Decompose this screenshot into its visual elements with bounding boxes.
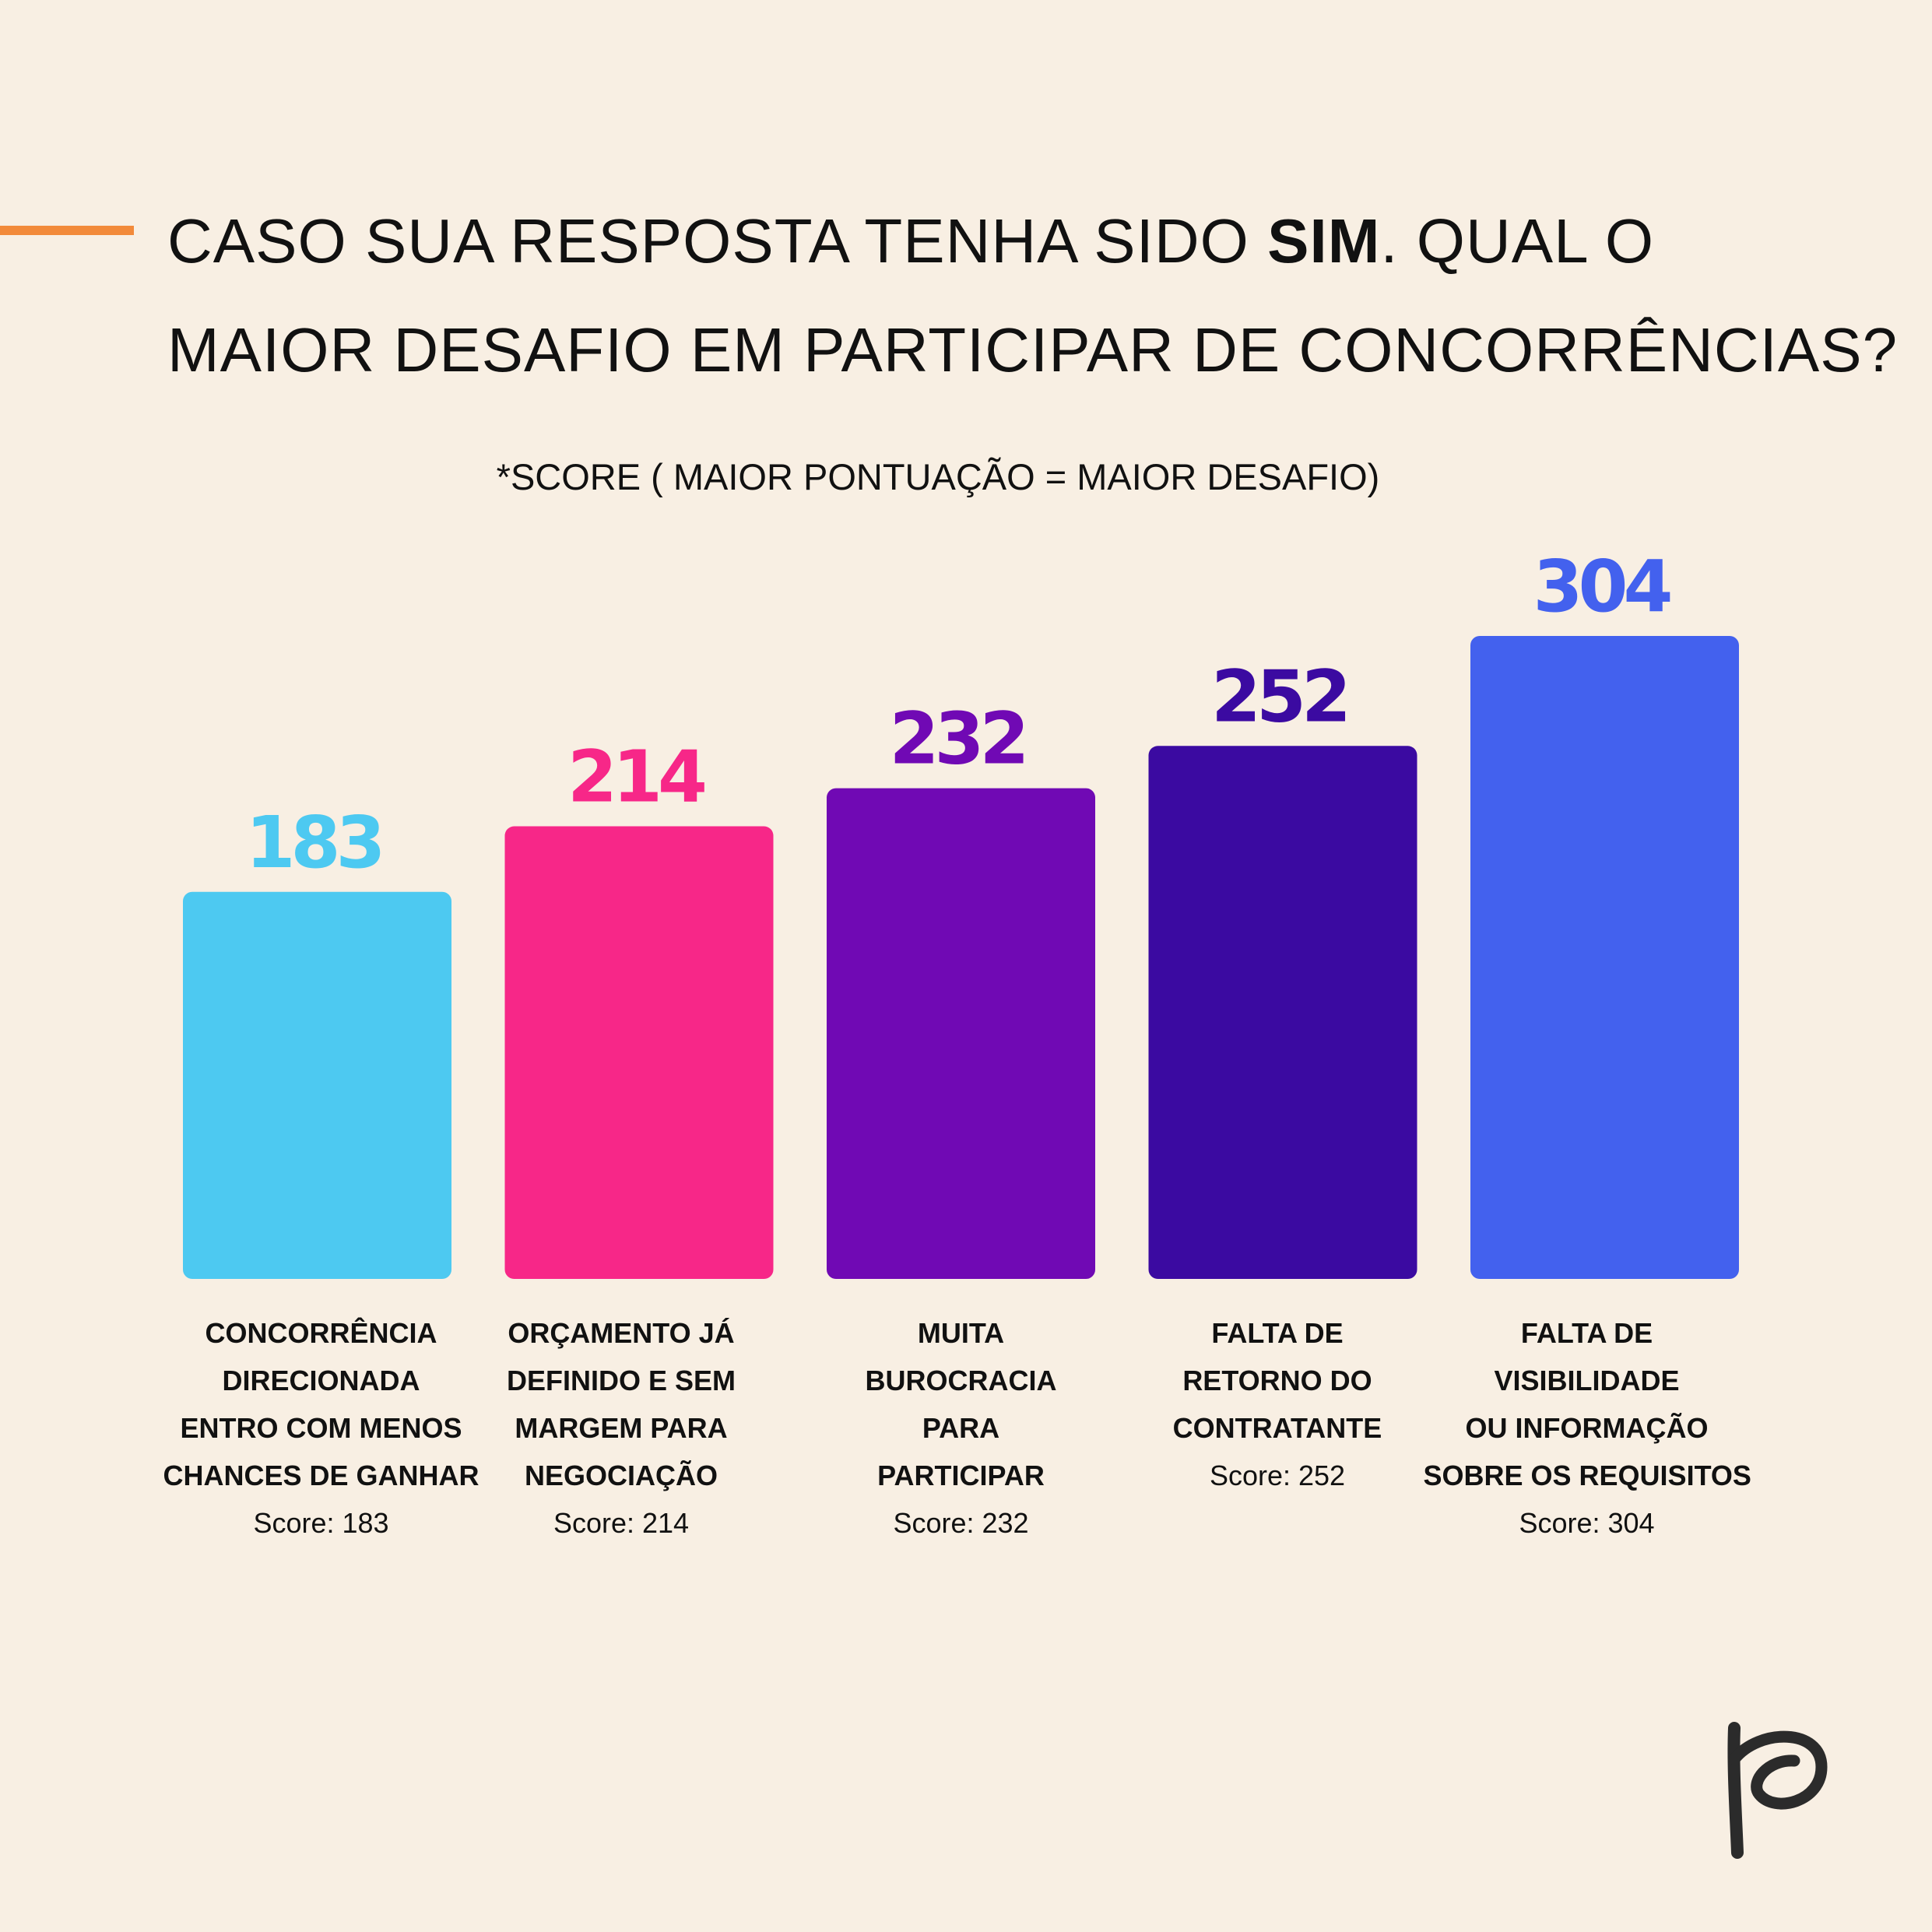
category-label-line: MUITA bbox=[917, 1317, 1005, 1349]
category-label-line: FALTA DE bbox=[1211, 1317, 1344, 1349]
category-label-line: CONCORRÊNCIA bbox=[205, 1317, 437, 1349]
score-label-1: Score: 183 bbox=[253, 1507, 389, 1539]
category-label-4: FALTA DE RETORNO DO CONTRATANTE Score: 252 bbox=[1114, 1309, 1441, 1499]
bar-4 bbox=[1148, 746, 1417, 1279]
value-label-4: 252 bbox=[1211, 655, 1347, 738]
score-label-2: Score: 214 bbox=[553, 1507, 690, 1539]
chart-subtitle: *SCORE ( MAIOR PONTUAÇÃO = MAIOR DESAFIO… bbox=[496, 456, 1380, 497]
chart-title-line-2: MAIOR DESAFIO EM PARTICIPAR DE CONCORRÊN… bbox=[167, 315, 1899, 385]
title-prefix: CASO SUA RESPOSTA TENHA SIDO bbox=[167, 206, 1268, 276]
category-label-line: PARA bbox=[922, 1412, 1000, 1444]
category-label-line: ENTRO COM MENOS bbox=[180, 1412, 462, 1444]
value-label-3: 232 bbox=[889, 697, 1024, 781]
value-labels-group: 183 214 232 252 304 bbox=[245, 545, 1674, 884]
category-label-5: FALTA DE VISIBILIDADE OU INFORMAÇÃO SOBRE O… bbox=[1424, 1309, 1751, 1547]
category-label-line: DEFINIDO E SEM bbox=[506, 1365, 736, 1396]
category-label-line: ORÇAMENTO JÁ bbox=[508, 1317, 735, 1349]
score-label-3: Score: 232 bbox=[893, 1507, 1029, 1539]
bar-3 bbox=[827, 788, 1095, 1279]
category-label-line: BUROCRACIA bbox=[865, 1365, 1057, 1396]
score-label-4: Score: 252 bbox=[1209, 1460, 1346, 1491]
value-label-1: 183 bbox=[245, 801, 381, 884]
bars-group bbox=[183, 636, 1739, 1279]
category-label-line: RETORNO DO bbox=[1182, 1365, 1372, 1396]
p-script-logo-icon bbox=[1727, 1722, 1828, 1859]
bar-2 bbox=[504, 826, 774, 1279]
category-label-2: ORÇAMENTO JÁ DEFINIDO E SEM MARGEM PARA NEG… bbox=[458, 1309, 785, 1547]
value-label-2: 214 bbox=[567, 736, 704, 819]
category-label-line: FALTA DE bbox=[1520, 1317, 1653, 1349]
bar-5 bbox=[1470, 636, 1739, 1279]
chart-title: CASO SUA RESPOSTA TENHA SIDO SIM. QUAL O… bbox=[167, 187, 1899, 405]
value-label-5: 304 bbox=[1533, 545, 1670, 628]
category-label-line: PARTICIPAR bbox=[877, 1460, 1045, 1491]
chart-title-line-1: CASO SUA RESPOSTA TENHA SIDO SIM. QUAL O bbox=[167, 187, 1895, 296]
category-label-1: CONCORRÊNCIA DIRECIONADA ENTRO COM MENOS CH… bbox=[158, 1309, 485, 1547]
category-label-3: MUITA BUROCRACIA PARA PARTICIPAR Score: 232 bbox=[798, 1309, 1125, 1547]
category-label-line: OU INFORMAÇÃO bbox=[1465, 1412, 1709, 1444]
category-label-line: SOBRE OS REQUISITOS bbox=[1423, 1460, 1751, 1491]
accent-line bbox=[0, 226, 134, 235]
category-label-line: MARGEM PARA bbox=[515, 1412, 728, 1444]
category-label-line: CONTRATANTE bbox=[1172, 1412, 1382, 1444]
score-label-5: Score: 304 bbox=[1519, 1507, 1655, 1539]
category-label-line: CHANCES DE GANHAR bbox=[163, 1460, 479, 1491]
category-label-line: VISIBILIDADE bbox=[1494, 1365, 1680, 1396]
title-suffix: . QUAL O bbox=[1380, 206, 1655, 276]
title-emphasis: SIM bbox=[1267, 206, 1381, 276]
category-label-line: DIRECIONADA bbox=[222, 1365, 420, 1396]
bar-1 bbox=[183, 891, 451, 1279]
category-label-line: NEGOCIAÇÃO bbox=[524, 1460, 718, 1491]
